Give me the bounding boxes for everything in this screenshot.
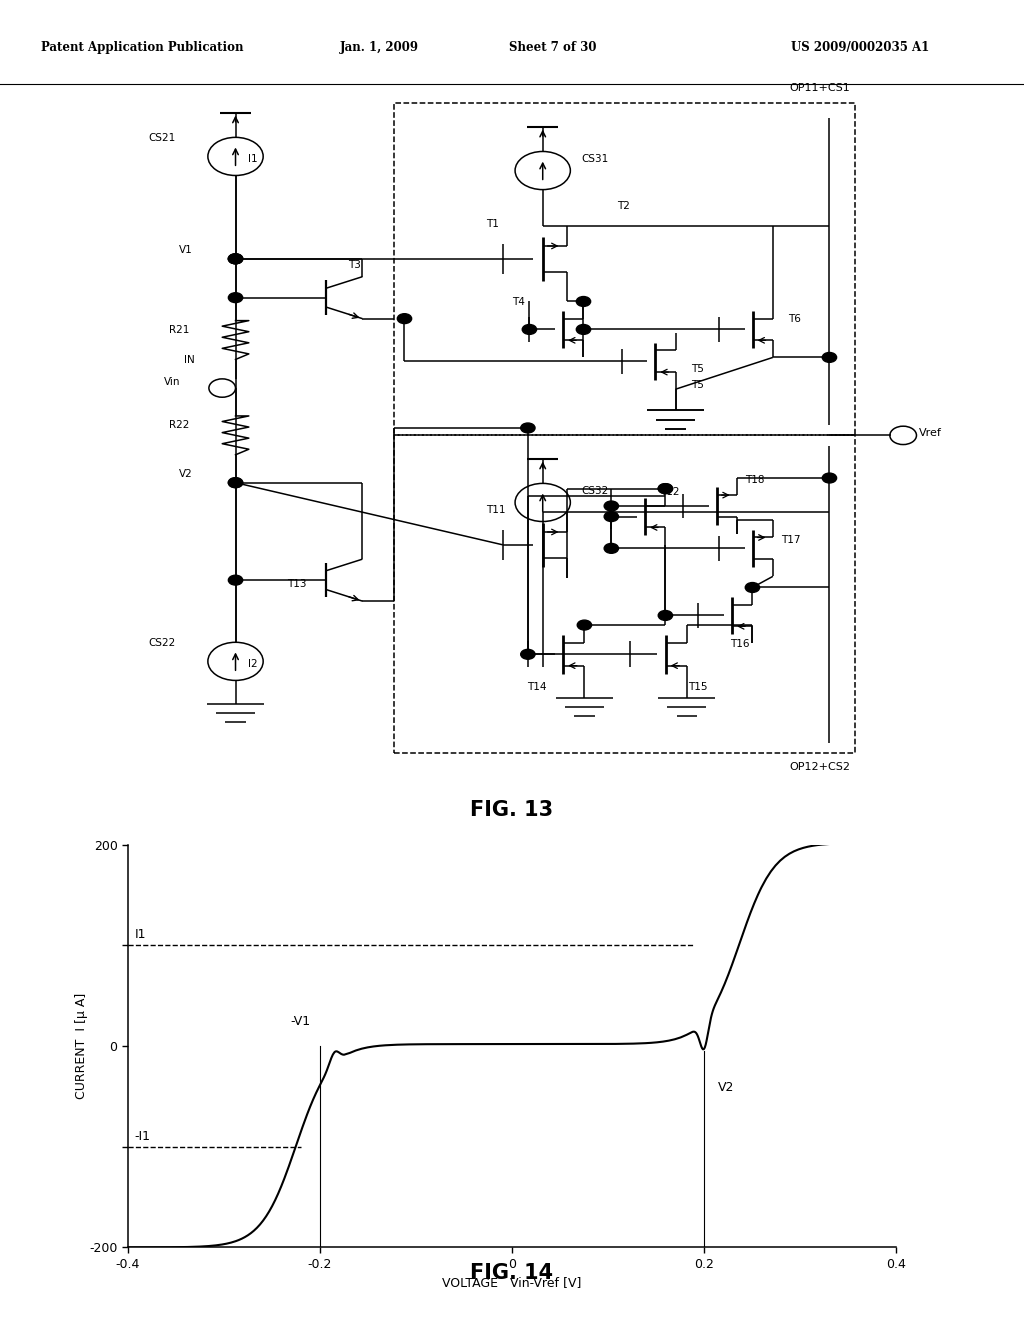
Circle shape <box>604 544 618 553</box>
Text: R21: R21 <box>169 325 189 335</box>
Circle shape <box>521 422 536 433</box>
Text: Vin: Vin <box>164 376 180 387</box>
Text: T5: T5 <box>691 364 705 374</box>
Circle shape <box>745 582 760 593</box>
Circle shape <box>228 478 243 487</box>
Text: Jan. 1, 2009: Jan. 1, 2009 <box>339 41 419 54</box>
Text: T2: T2 <box>617 202 631 211</box>
Text: V2: V2 <box>179 469 193 479</box>
Circle shape <box>521 649 536 659</box>
X-axis label: VOLTAGE   Vin-Vref [V]: VOLTAGE Vin-Vref [V] <box>442 1276 582 1290</box>
Text: T4: T4 <box>512 297 525 306</box>
Text: CS32: CS32 <box>582 486 609 496</box>
Text: R22: R22 <box>169 420 189 430</box>
Text: Sheet 7 of 30: Sheet 7 of 30 <box>509 41 597 54</box>
Circle shape <box>397 314 412 323</box>
Text: FIG. 13: FIG. 13 <box>470 800 554 820</box>
Text: US 2009/0002035 A1: US 2009/0002035 A1 <box>791 41 930 54</box>
Circle shape <box>604 502 618 511</box>
Circle shape <box>658 611 673 620</box>
Circle shape <box>228 253 243 264</box>
Circle shape <box>577 325 591 334</box>
Text: T12: T12 <box>660 487 680 498</box>
Text: I1: I1 <box>248 154 257 164</box>
Text: T11: T11 <box>486 506 506 515</box>
Text: V2: V2 <box>719 1081 735 1094</box>
Text: T5: T5 <box>691 380 705 389</box>
Circle shape <box>577 297 591 306</box>
Circle shape <box>658 483 673 494</box>
Text: T16: T16 <box>730 639 750 649</box>
Circle shape <box>228 293 243 302</box>
Text: -I1: -I1 <box>135 1130 151 1143</box>
Text: T13: T13 <box>287 579 306 589</box>
Text: T17: T17 <box>781 535 801 545</box>
Text: T3: T3 <box>348 260 361 271</box>
Circle shape <box>228 576 243 585</box>
Circle shape <box>822 473 837 483</box>
Text: T15: T15 <box>688 681 708 692</box>
Text: Patent Application Publication: Patent Application Publication <box>41 41 244 54</box>
Circle shape <box>522 325 537 334</box>
Text: I2: I2 <box>248 659 257 669</box>
Text: T14: T14 <box>527 681 547 692</box>
Circle shape <box>822 352 837 363</box>
Circle shape <box>228 253 243 264</box>
Text: -V1: -V1 <box>291 1015 311 1028</box>
Text: CS31: CS31 <box>582 154 609 164</box>
Text: V1: V1 <box>179 246 193 255</box>
Text: I1: I1 <box>135 928 146 941</box>
Text: IN: IN <box>184 355 195 364</box>
Text: Vref: Vref <box>919 428 941 438</box>
Circle shape <box>578 620 592 630</box>
Circle shape <box>228 478 243 487</box>
Circle shape <box>658 483 673 494</box>
Bar <box>394 103 855 436</box>
Bar <box>394 436 855 754</box>
Circle shape <box>228 253 243 264</box>
Text: FIG. 14: FIG. 14 <box>470 1263 554 1283</box>
Text: OP11+CS1: OP11+CS1 <box>790 83 850 92</box>
Text: T1: T1 <box>486 219 500 230</box>
Text: OP12+CS2: OP12+CS2 <box>788 762 850 772</box>
Text: T18: T18 <box>745 475 765 486</box>
Circle shape <box>604 512 618 521</box>
Text: CS22: CS22 <box>148 638 176 648</box>
Y-axis label: CURRENT  I [μ A]: CURRENT I [μ A] <box>75 993 88 1100</box>
Text: CS21: CS21 <box>148 133 176 143</box>
Text: T6: T6 <box>788 314 802 325</box>
